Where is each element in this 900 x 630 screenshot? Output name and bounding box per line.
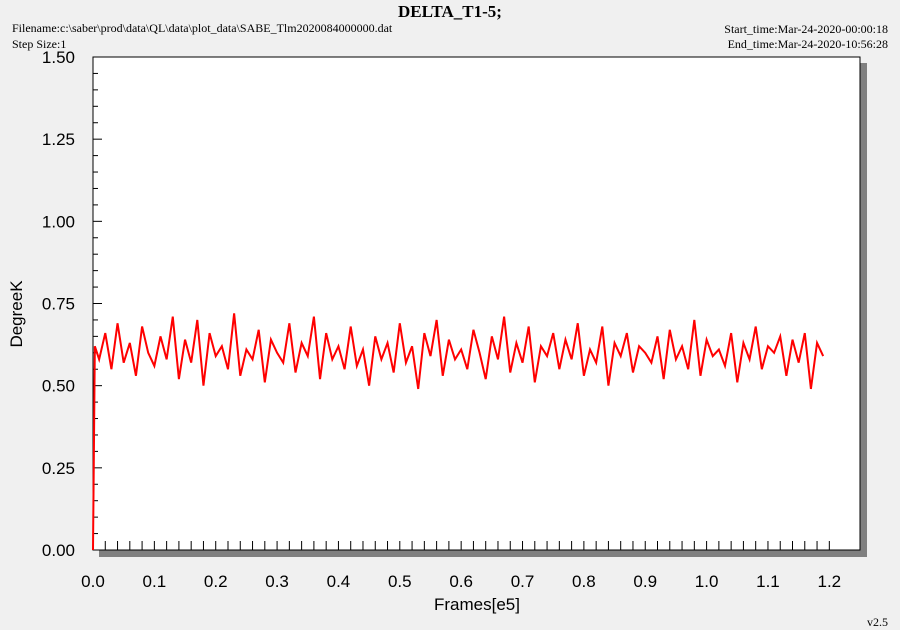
y-tick-label: 0.00: [42, 541, 75, 560]
chart-title: DELTA_T1-5;: [398, 2, 502, 21]
x-axis-label: Frames[e5]: [434, 595, 520, 614]
x-tick-label: 1.2: [817, 572, 841, 591]
data-line: [92, 313, 825, 551]
y-tick-label: 0.50: [42, 377, 75, 396]
x-tick-label: 0.7: [511, 572, 535, 591]
x-tick-label: 0.1: [143, 572, 167, 591]
y-tick-label: 0.75: [42, 295, 75, 314]
x-tick-label: 1.1: [756, 572, 780, 591]
x-tick-label: 0.0: [81, 572, 105, 591]
y-tick-label: 1.25: [42, 130, 75, 149]
x-tick-label: 0.3: [265, 572, 289, 591]
plot-area: [92, 56, 861, 551]
start-time: Start_time:Mar-24-2020-00:00:18: [724, 22, 888, 36]
y-tick-label: 1.50: [42, 48, 75, 67]
x-tick-label: 0.8: [572, 572, 596, 591]
x-tick-label: 0.2: [204, 572, 228, 591]
x-tick-label: 0.6: [449, 572, 473, 591]
y-tick-label: 0.25: [42, 459, 75, 478]
step-size: Step Size:1: [12, 37, 66, 51]
x-tick-label: 0.5: [388, 572, 412, 591]
filename: Filename:c:\saber\prod\data\QL\data\plot…: [12, 21, 393, 35]
x-tick-label: 1.0: [695, 572, 719, 591]
y-tick-label: 1.00: [42, 212, 75, 231]
x-tick-label: 0.9: [633, 572, 657, 591]
version: v2.5: [867, 615, 888, 629]
x-tick-label: 0.4: [327, 572, 351, 591]
y-axis-label: DegreeK: [7, 280, 26, 348]
end-time: End_time:Mar-24-2020-10:56:28: [728, 37, 888, 51]
